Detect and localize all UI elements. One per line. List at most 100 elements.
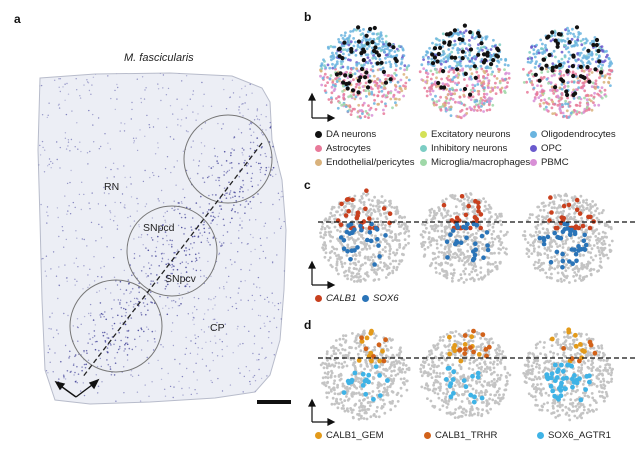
cell-dot [468,60,472,63]
da-neuron-dot [571,92,576,98]
stain-dot [214,296,217,298]
da-neuron-dot [367,79,372,84]
cell-dot [369,203,372,207]
stain-dot [67,145,69,147]
cell-dot [456,115,460,119]
stain-dot [180,125,182,127]
cell-dot [352,261,356,265]
cell-dot [451,276,454,280]
cell-dot [449,108,453,111]
stain-dot [162,87,164,89]
da-neuron-dot [356,39,362,44]
sox6-dot [448,232,453,237]
cell-dot [485,108,489,112]
cell-dot [354,40,357,44]
cell-dot [563,43,566,47]
stain-dot [275,326,278,329]
cell-dot [550,272,553,276]
cell-dot [360,195,364,198]
stain-dot [68,205,70,207]
cell-dot [398,259,402,263]
cell-dot [431,72,435,76]
stain-dot [197,297,200,300]
cell-dot [405,388,409,392]
calb1-dot [574,197,580,203]
cell-dot [567,65,571,68]
cell-dot [324,384,328,388]
cell-dot [546,229,550,232]
cell-dot [451,255,454,259]
cell-dot [494,81,497,85]
stain-dot [91,192,93,194]
cell-dot [329,55,333,59]
cell-dot [442,102,445,106]
cell-dot [577,96,581,100]
cell-dot [380,81,384,85]
da-neuron-dot [379,60,384,65]
cell-dot [429,224,433,228]
cell-dot [530,72,534,76]
stain-dot [130,196,133,198]
sox6-dot [485,247,491,253]
cell-dot [398,98,401,101]
sox6-dot [485,243,490,248]
calb1-dot [587,225,593,231]
cell-dot [458,55,461,59]
cell-dot [379,397,382,401]
cell-dot [462,281,466,284]
da-neuron-dot [468,30,473,35]
cell-dot [344,386,347,390]
cell-dot [396,372,400,376]
cell-dot [357,269,361,272]
cell-dot [449,272,453,275]
stain-dot [164,212,166,214]
cell-dot [579,194,583,198]
cell-dot [500,223,503,227]
sox6-dot [359,227,364,233]
cell-dot [436,224,440,228]
cell-dot [506,64,510,67]
panel-b-circles [319,23,614,120]
cell-dot [569,31,572,35]
cell-dot [595,241,599,245]
sox6-dot [473,241,478,246]
cell-dot [552,200,556,204]
cell-dot [582,111,585,114]
cell-dot [550,256,553,259]
cell-dot [455,88,458,92]
cell-dot [393,363,396,367]
cell-dot [503,63,507,67]
cell-dot [363,115,367,118]
cell-dot [353,107,356,111]
cell-dot [326,225,329,228]
calb1-dot [577,211,583,216]
cell-dot [394,259,398,263]
cell-dot [332,349,336,353]
cell-dot [330,346,333,349]
stain-dot [255,115,258,117]
cell-dot [542,107,546,111]
cell-dot [505,71,508,75]
cell-dot [419,233,423,237]
cell-dot [492,230,496,233]
da-neuron-dot [578,74,584,79]
cell-dot [490,244,494,248]
cell-dot [552,49,556,53]
cell-dot [383,411,387,415]
cell-dot [583,89,587,93]
cell-dot [537,258,541,262]
stain-dot [203,145,206,147]
cell-dot [598,253,602,257]
da-neuron-dot [345,86,350,91]
cell-dot [436,229,440,233]
cell-dot [427,57,430,60]
cell-dot [373,80,377,83]
cell-dot [601,236,604,240]
cell-dot [597,250,601,254]
cell-dot [598,76,601,80]
cell-dot [495,264,499,268]
cell-dot [547,97,551,100]
cell-dot [441,200,445,204]
cell-dot [553,255,557,258]
stain-dot [100,237,103,239]
